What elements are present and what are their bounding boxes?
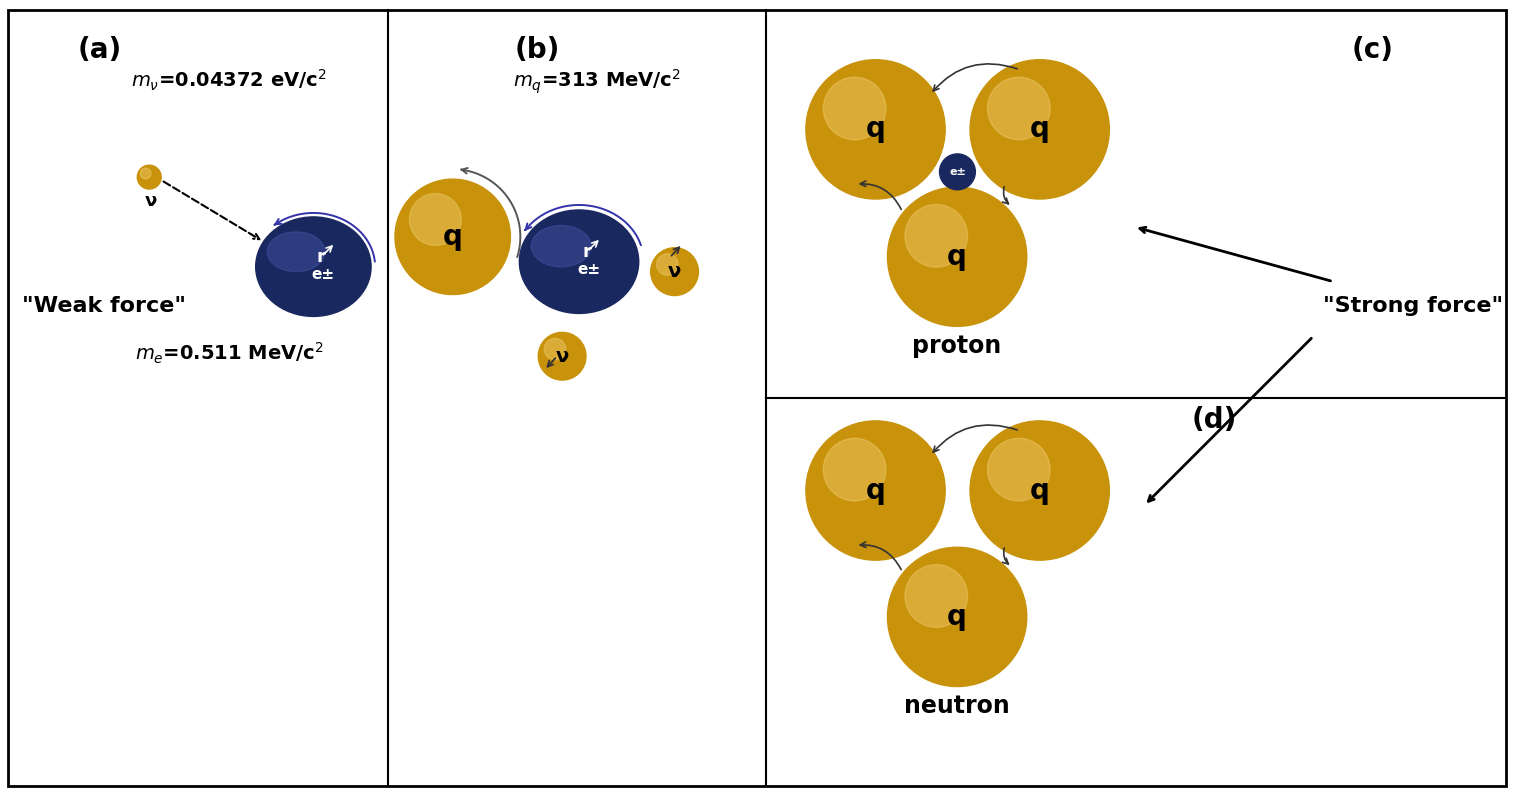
Text: e±: e± — [577, 262, 601, 277]
Circle shape — [988, 439, 1050, 501]
Text: ν: ν — [556, 347, 569, 365]
Circle shape — [906, 205, 968, 267]
Text: (c): (c) — [1352, 36, 1394, 64]
Circle shape — [805, 421, 945, 560]
Text: q: q — [1030, 115, 1050, 143]
FancyBboxPatch shape — [8, 10, 1507, 786]
Circle shape — [906, 564, 968, 627]
Ellipse shape — [268, 232, 324, 271]
Text: "Strong force": "Strong force" — [1323, 296, 1502, 317]
Circle shape — [137, 166, 161, 189]
Text: q: q — [947, 603, 966, 631]
Text: "Weak force": "Weak force" — [23, 296, 187, 317]
Circle shape — [823, 77, 886, 140]
Text: ν: ν — [668, 262, 682, 281]
Circle shape — [545, 338, 566, 360]
Ellipse shape — [519, 210, 639, 314]
Text: q: q — [866, 477, 886, 505]
Circle shape — [539, 333, 586, 380]
Text: $m_q$=313 MeV/c$^2$: $m_q$=313 MeV/c$^2$ — [513, 68, 680, 96]
Text: q: q — [443, 223, 463, 251]
Text: q: q — [1030, 477, 1050, 505]
Text: q: q — [947, 243, 966, 271]
Circle shape — [651, 248, 699, 295]
Text: q: q — [866, 115, 886, 143]
Text: ν: ν — [145, 192, 157, 210]
Ellipse shape — [531, 225, 591, 267]
Circle shape — [140, 168, 151, 179]
Text: $m_\nu$=0.04372 eV/c$^2$: $m_\nu$=0.04372 eV/c$^2$ — [131, 68, 327, 93]
Text: neutron: neutron — [904, 694, 1011, 719]
Text: e±: e± — [312, 267, 335, 282]
Ellipse shape — [256, 217, 371, 317]
Circle shape — [887, 187, 1027, 326]
Text: (d): (d) — [1192, 406, 1236, 434]
Circle shape — [970, 60, 1110, 199]
Circle shape — [396, 179, 510, 295]
Circle shape — [970, 421, 1110, 560]
Text: r: r — [317, 248, 326, 266]
Circle shape — [887, 547, 1027, 686]
Circle shape — [805, 60, 945, 199]
Text: e±: e± — [950, 167, 966, 177]
Text: proton: proton — [913, 334, 1001, 358]
Text: (b): (b) — [514, 36, 560, 64]
Text: (a): (a) — [78, 36, 122, 64]
Circle shape — [988, 77, 1050, 140]
Text: r: r — [583, 243, 592, 261]
Circle shape — [409, 193, 461, 245]
Text: $m_e$=0.511 MeV/c$^2$: $m_e$=0.511 MeV/c$^2$ — [134, 341, 323, 366]
Circle shape — [656, 254, 679, 275]
Circle shape — [823, 439, 886, 501]
Circle shape — [939, 154, 976, 189]
